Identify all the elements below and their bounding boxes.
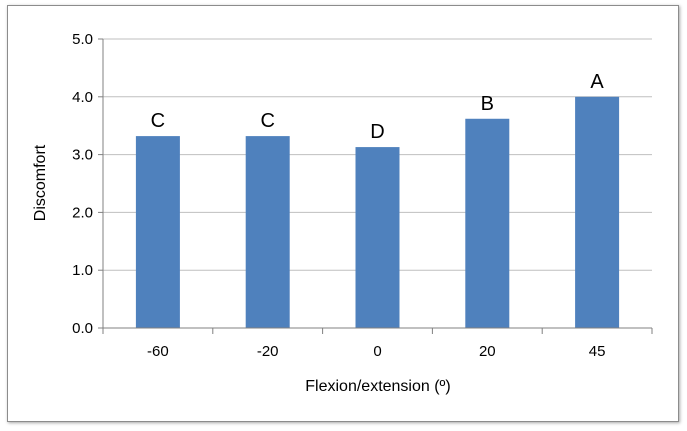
chart-frame xyxy=(7,5,679,422)
data-labels: C C D B A xyxy=(151,71,605,143)
y-tick-label: 5.0 xyxy=(72,31,93,48)
y-tick-label: 1.0 xyxy=(72,262,93,279)
bar xyxy=(245,136,290,328)
bar-data-label: A xyxy=(590,71,604,93)
bar xyxy=(135,136,180,328)
x-tick-label: 45 xyxy=(589,343,606,360)
bar-data-label: B xyxy=(481,93,494,115)
x-tick-label: -20 xyxy=(257,343,279,360)
y-tick-label: 0.0 xyxy=(72,320,93,337)
x-tick-label: -60 xyxy=(147,343,169,360)
x-axis-title: Flexion/extension (º) xyxy=(305,378,450,395)
y-tick-label: 3.0 xyxy=(72,147,93,164)
y-tick-label: 4.0 xyxy=(72,89,93,106)
x-tick-label: 20 xyxy=(479,343,496,360)
bar xyxy=(355,147,400,328)
axes: 0.0 1.0 2.0 3.0 4.0 5.0 -60 -20 0 20 45 xyxy=(72,31,653,360)
bar xyxy=(575,96,620,328)
y-tick-label: 2.0 xyxy=(72,204,93,221)
bar-data-label: C xyxy=(151,110,165,132)
y-axis-title: Discomfort xyxy=(32,144,49,221)
bar-data-label: C xyxy=(260,110,274,132)
bar xyxy=(465,118,510,328)
bars xyxy=(135,96,620,328)
bar-data-label: D xyxy=(370,121,384,143)
x-tick-label: 0 xyxy=(373,343,381,360)
